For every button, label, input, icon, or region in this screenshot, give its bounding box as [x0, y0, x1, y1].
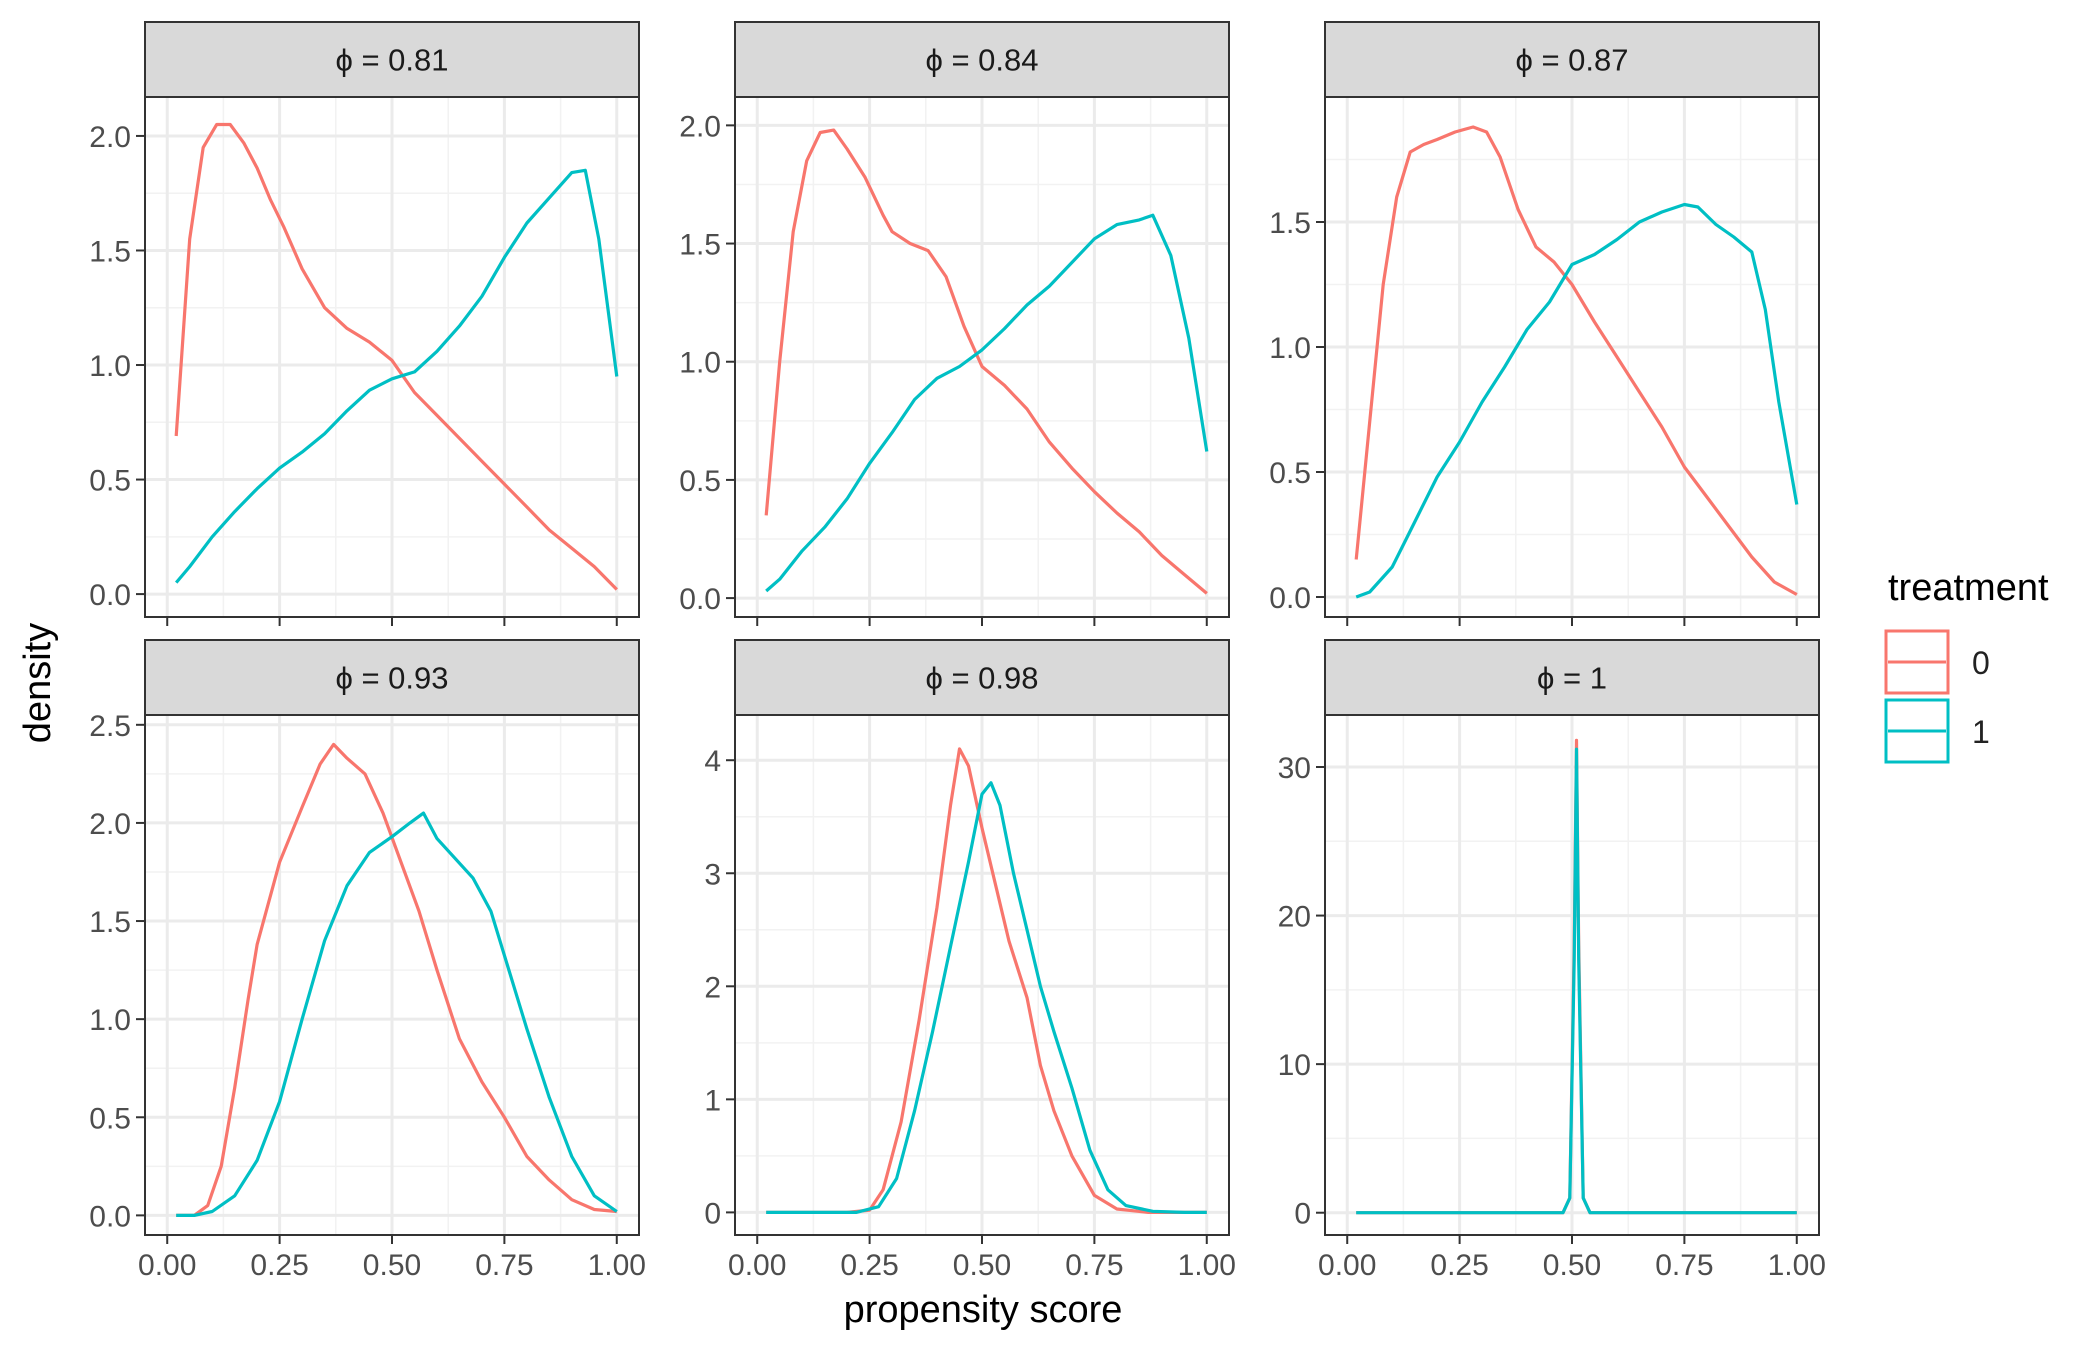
facet-strip	[1324, 21, 1820, 98]
legend-title: treatment	[1888, 567, 2049, 609]
panels-group: ϕ = 0.81 0.0 0.5 1.0 1.5 2.0 ϕ = 0.84 0.0 0.5 1.0…	[89, 21, 1826, 1282]
y-tick-label: 0.0	[679, 583, 721, 616]
x-tick-label: 0.00	[728, 1249, 786, 1282]
y-tick-label: 1.0	[679, 347, 721, 380]
density-line-treatment-0	[174, 122, 618, 591]
y-tick-label: 2.5	[89, 710, 131, 743]
y-tick-label: 10	[1278, 1049, 1311, 1082]
y-tick-label: 2	[704, 971, 721, 1004]
x-tick-label: 0.50	[953, 1249, 1011, 1282]
y-tick-label: 0.5	[1269, 457, 1311, 490]
panel-2: ϕ = 0.84 0.0 0.5 1.0 1.5 2.0	[679, 21, 1230, 626]
y-tick-label: 20	[1278, 901, 1311, 934]
y-tick-label: 0	[704, 1197, 721, 1230]
facet-strip	[734, 21, 1230, 98]
y-tick-label: 0.0	[1269, 582, 1311, 615]
y-tick-label: 1.5	[679, 229, 721, 262]
facet-strip	[1324, 639, 1820, 716]
legend: treatment 0 1	[1884, 567, 2049, 764]
y-tick-label: 1.0	[89, 350, 131, 383]
panel-5: ϕ = 0.98 0 1 2 3 4 0.00 0.25 0.50 0.75 1.00	[704, 639, 1236, 1282]
facet-strip	[734, 639, 1230, 716]
x-tick-label: 0.00	[1318, 1249, 1376, 1282]
density-line-treatment-0	[1354, 125, 1798, 596]
x-tick-label: 0.75	[1065, 1249, 1123, 1282]
x-tick-label: 0.25	[250, 1249, 308, 1282]
facet-strip	[144, 639, 640, 716]
x-tick-label: 0.25	[840, 1249, 898, 1282]
y-tick-label: 1.0	[1269, 332, 1311, 365]
y-tick-label: 4	[704, 745, 721, 778]
density-line-treatment-0	[176, 742, 617, 1217]
x-tick-label: 1.00	[588, 1249, 646, 1282]
facet-strip-label: ϕ = 1	[1537, 661, 1607, 696]
y-axis-title: density	[17, 623, 59, 743]
y-tick-label: 0.0	[89, 1200, 131, 1233]
y-tick-label: 1.0	[89, 1004, 131, 1037]
panel-4: ϕ = 0.93 0.0 0.5 1.0 1.5 2.0 2.5 0.00 0.25 0.50 0.…	[89, 639, 646, 1282]
y-tick-label: 2.0	[679, 110, 721, 143]
x-axis-title: propensity score	[844, 1289, 1123, 1331]
facet-strip	[144, 21, 640, 98]
facet-strip-label: ϕ = 0.84	[925, 43, 1038, 78]
y-tick-label: 0.0	[89, 579, 131, 612]
x-tick-label: 0.50	[363, 1249, 421, 1282]
y-tick-label: 0.5	[89, 465, 131, 498]
density-line-treatment-1	[176, 811, 618, 1217]
y-tick-label: 0.5	[679, 465, 721, 498]
x-tick-label: 0.00	[138, 1249, 196, 1282]
legend-label-1: 1	[1972, 714, 1990, 750]
y-tick-label: 2.0	[89, 121, 131, 154]
x-tick-label: 0.50	[1543, 1249, 1601, 1282]
panel-1: ϕ = 0.81 0.0 0.5 1.0 1.5 2.0	[89, 21, 640, 626]
y-tick-label: 0	[1294, 1198, 1311, 1231]
density-line-treatment-1	[766, 781, 1207, 1214]
x-tick-label: 1.00	[1768, 1249, 1826, 1282]
density-line-treatment-1	[765, 213, 1209, 593]
y-tick-label: 3	[704, 858, 721, 891]
panel-3: ϕ = 0.87 0.0 0.5 1.0 1.5	[1269, 21, 1820, 626]
y-tick-label: 1.5	[89, 906, 131, 939]
y-tick-label: 2.0	[89, 808, 131, 841]
density-line-treatment-1	[174, 168, 619, 584]
facet-strip-label: ϕ = 0.87	[1515, 43, 1628, 78]
facet-strip-label: ϕ = 0.81	[335, 43, 448, 78]
y-tick-label: 0.5	[89, 1102, 131, 1135]
density-line-treatment-1	[1356, 747, 1797, 1215]
density-line-treatment-1	[1355, 202, 1799, 599]
x-tick-label: 1.00	[1178, 1249, 1236, 1282]
y-tick-label: 1.5	[89, 235, 131, 268]
density-line-treatment-0	[764, 128, 1208, 595]
density-line-treatment-0	[766, 747, 1207, 1214]
facet-strip-label: ϕ = 0.93	[335, 661, 448, 696]
x-tick-label: 0.75	[475, 1249, 533, 1282]
x-tick-label: 0.75	[1655, 1249, 1713, 1282]
y-tick-label: 1.5	[1269, 207, 1311, 240]
panel-6: ϕ = 1 0 10 20 30 0.00 0.25 0.50 0.75 1.00	[1278, 639, 1826, 1282]
facet-strip-label: ϕ = 0.98	[925, 661, 1038, 696]
y-tick-label: 30	[1278, 752, 1311, 785]
legend-label-0: 0	[1972, 645, 1990, 681]
y-tick-label: 1	[704, 1084, 721, 1117]
x-tick-label: 0.25	[1430, 1249, 1488, 1282]
